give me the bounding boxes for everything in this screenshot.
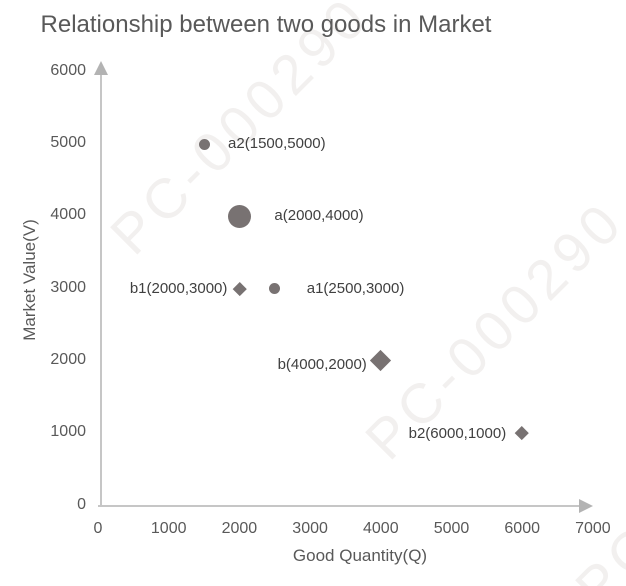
- y-axis-line: [100, 74, 102, 506]
- x-tick-label: 3000: [292, 520, 328, 537]
- x-axis-line: [98, 505, 579, 507]
- data-point-a1: [269, 283, 281, 295]
- data-point-b: [370, 350, 392, 372]
- y-tick-label: 2000: [50, 350, 86, 368]
- x-tick-label: 6000: [504, 520, 540, 537]
- data-label-b: b(4000,2000): [277, 355, 367, 373]
- data-point-b2: [515, 426, 529, 440]
- watermark: PC-000290: [353, 188, 626, 472]
- y-tick-label: 5000: [50, 134, 86, 151]
- watermark: PC-000290: [563, 336, 626, 586]
- x-tick-label: 0: [93, 520, 103, 537]
- data-label-b2: b2(6000,1000): [408, 425, 507, 443]
- y-tick-label: 3000: [50, 278, 86, 296]
- data-point-a2: [198, 138, 210, 150]
- x-tick-label: 2000: [221, 520, 258, 537]
- data-label-a2: a2(1500,5000): [228, 135, 326, 152]
- x-axis-title: Good Quantity(Q): [292, 546, 428, 565]
- x-tick-label: 5000: [433, 520, 470, 537]
- y-tick-label: 1000: [50, 423, 86, 441]
- y-tick-label: 4000: [50, 206, 86, 224]
- x-tick-label: 1000: [150, 520, 187, 537]
- y-tick-label: 6000: [50, 61, 86, 79]
- chart-title: Relationship between two goods in Market: [40, 11, 492, 38]
- data-point-a: [227, 204, 251, 228]
- x-tick-label: 4000: [363, 520, 399, 537]
- data-label-a: a(2000,4000): [274, 207, 364, 225]
- x-tick-label: 7000: [575, 520, 611, 537]
- y-axis-arrow-icon: [94, 61, 108, 75]
- x-axis-arrow-icon: [579, 499, 593, 513]
- y-tick-label: 0: [77, 495, 86, 513]
- data-point-b1: [232, 281, 247, 296]
- data-label-b1: b1(2000,3000): [129, 279, 228, 297]
- data-label-a1: a1(2500,3000): [306, 279, 405, 297]
